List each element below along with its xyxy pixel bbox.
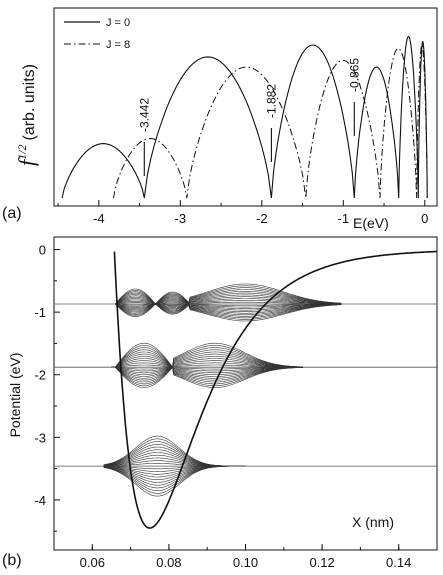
panel-a: -4 -3 -2 -1 0 -3.442 -1.882 -0.865 J = 0 J = 8… [2,7,438,231]
wavefunction-curve [115,301,342,305]
series-line-j0 [61,35,428,199]
annotation-label: -3.442 [137,98,151,132]
panel-b-y-tick-label: -4 [34,493,46,508]
panel-b-levels [54,283,437,497]
annotation-label: -1.882 [264,84,278,118]
wavefunction-curve [111,356,303,368]
panel-b-y-tick-label: -3 [34,430,46,445]
panel-b-potential [113,250,438,529]
panel-b-y-tick-label: -2 [34,368,46,383]
wavefunction-curve [111,342,303,368]
panel-a-label: (a) [2,205,22,222]
panel-a-x-tick-label: -1 [338,211,350,226]
panel-b-xlabel: X (nm) [352,514,394,530]
panel-a-x-tick-label: 0 [421,211,428,226]
wavefunction-curve [111,351,303,368]
wavefunction-curve [111,358,303,368]
legend-label-j8: J = 8 [106,39,130,51]
wavefunction-curve [111,362,304,368]
wavefunction-curve [115,283,342,305]
panel-b-x-tick-label: 0.12 [309,555,334,570]
panel-a-ylabel-units: (arb. units) [21,64,38,140]
wavefunction-curve [111,364,303,368]
wavefunction-curve [111,366,303,370]
panel-a-x-tick-label: -3 [175,211,187,226]
panel-b-x-tick-label: 0.06 [80,555,105,570]
wavefunction-curve [103,444,246,467]
wavefunction-curve [111,366,303,388]
panel-a-curves [61,35,428,199]
panel-a-ylabel-exp: 1/2 [15,145,29,160]
panel-b-ylabel: Potential (eV) [7,353,23,438]
series-line-j8 [113,44,428,199]
wavefunction-curve [115,303,342,322]
wavefunction-curve [111,345,303,368]
wavefunction-curve [111,360,303,368]
wavefunction-curve [111,366,304,379]
panel-a-ylabel-f: f [14,157,39,166]
panel-b-x-tick-label: 0.14 [386,555,411,570]
wavefunction-curve [103,435,246,467]
wavefunction-curve [111,347,304,368]
panel-b-y-tick-label: 0 [39,243,46,258]
potential-curve [113,250,438,529]
panel-a-x-ticks: -4 -3 -2 -1 0 [57,200,428,226]
legend-label-j0: J = 0 [106,17,130,29]
panel-b-y-tick-label: -1 [34,305,46,320]
panel-a-xlabel: E(eV) [353,215,389,231]
panel-b-label: (b) [2,552,22,569]
panel-b-ticks: 0.06 0.08 0.10 0.12 0.14 0 -1 -2 -3 -4 [34,243,438,570]
annotation-label: -0.865 [347,58,361,92]
panel-b: 0.06 0.08 0.10 0.12 0.14 0 -1 -2 -3 -4 Potential … [2,236,438,570]
panel-a-frame [53,7,438,207]
panel-a-annotations: -3.442 -1.882 -0.865 [137,58,361,176]
panel-a-x-tick-label: -2 [256,211,268,226]
panel-a-x-tick-label: -4 [93,211,105,226]
panel-a-legend: J = 0 J = 8 [64,17,130,51]
wavefunction-curve [111,349,303,368]
panel-b-x-tick-label: 0.08 [156,555,181,570]
panel-a-ylabel: f1/2 (arb. units) [14,64,39,166]
panel-b-x-tick-label: 0.10 [233,555,258,570]
